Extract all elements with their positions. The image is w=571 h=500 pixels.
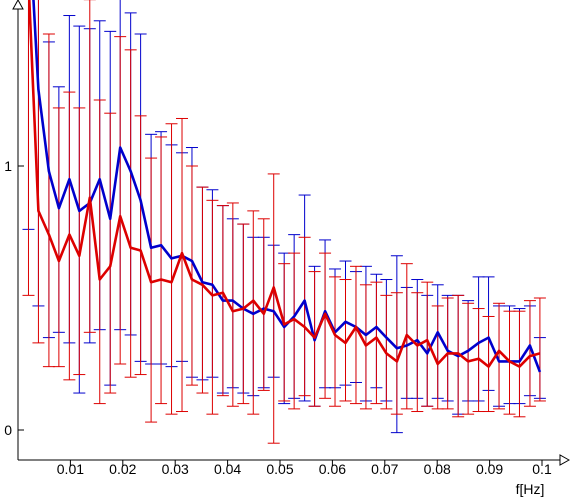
error-bar: [288, 252, 301, 410]
series-2-error-bars: [22, 0, 546, 444]
error-bar: [370, 281, 383, 405]
error-bar: [104, 112, 117, 394]
error-bar: [267, 173, 280, 444]
error-bar: [359, 284, 372, 410]
x-tick-label: 0.02: [109, 461, 136, 477]
error-bar: [114, 36, 127, 365]
error-bar: [421, 281, 434, 407]
error-bar: [52, 107, 65, 368]
x-axis-arrow: [559, 454, 571, 466]
error-bar: [298, 236, 311, 397]
error-bar: [185, 165, 198, 386]
x-tick-label: 0.01: [57, 461, 84, 477]
error-bar: [523, 300, 536, 407]
error-bar: [176, 117, 189, 413]
error-bar: [462, 302, 475, 415]
x-tick-label: 0.08: [424, 461, 451, 477]
error-bar: [93, 99, 106, 405]
error-bar: [124, 49, 137, 378]
y-tick-label: 1: [4, 158, 12, 174]
error-bar: [226, 202, 239, 407]
x-tick-label: 0.09: [476, 461, 503, 477]
error-bar: [493, 302, 506, 410]
error-bar: [145, 157, 158, 423]
error-bar: [22, 0, 35, 296]
x-tick-label: 0.04: [214, 461, 241, 477]
error-bar: [165, 123, 178, 415]
error-bar: [237, 223, 250, 405]
series-2-line: [28, 0, 541, 368]
x-ticks: 0.01 0.02 0.03 0.04 0.05 0.06 0.07 0.08 0.09 0.1: [57, 460, 552, 477]
x-tick-label: 0.03: [162, 461, 189, 477]
error-bar: [83, 0, 96, 333]
y-ticks: 012: [4, 158, 24, 438]
error-bar: [155, 136, 168, 405]
x-tick-label: 0.06: [319, 461, 346, 477]
error-bar: [42, 33, 55, 368]
error-bar: [278, 263, 291, 402]
error-bar: [206, 199, 219, 415]
error-bar: [257, 218, 270, 391]
x-tick-label: 0.07: [371, 461, 398, 477]
axes: [12, 0, 571, 466]
error-bar: [329, 276, 342, 407]
x-tick-label: 0.05: [266, 461, 293, 477]
error-bar: [32, 0, 45, 344]
error-bar: [411, 292, 424, 413]
error-bar: [349, 265, 362, 405]
error-bar: [533, 297, 546, 402]
error-bar: [482, 315, 495, 413]
y-tick-label: 0: [4, 422, 12, 438]
error-bar: [319, 252, 332, 399]
error-bar: [73, 107, 86, 376]
error-bar: [339, 279, 352, 402]
error-bar: [390, 292, 403, 415]
series-layer: [22, 0, 546, 444]
series-2: [22, 0, 546, 444]
y-axis-arrow: [12, 0, 24, 10]
x-axis-label: f[Hz]: [516, 481, 545, 497]
error-bar: [513, 310, 526, 418]
x-tick-label: 0.1: [532, 461, 552, 477]
error-bar: [196, 186, 209, 394]
error-bar: [134, 115, 147, 376]
